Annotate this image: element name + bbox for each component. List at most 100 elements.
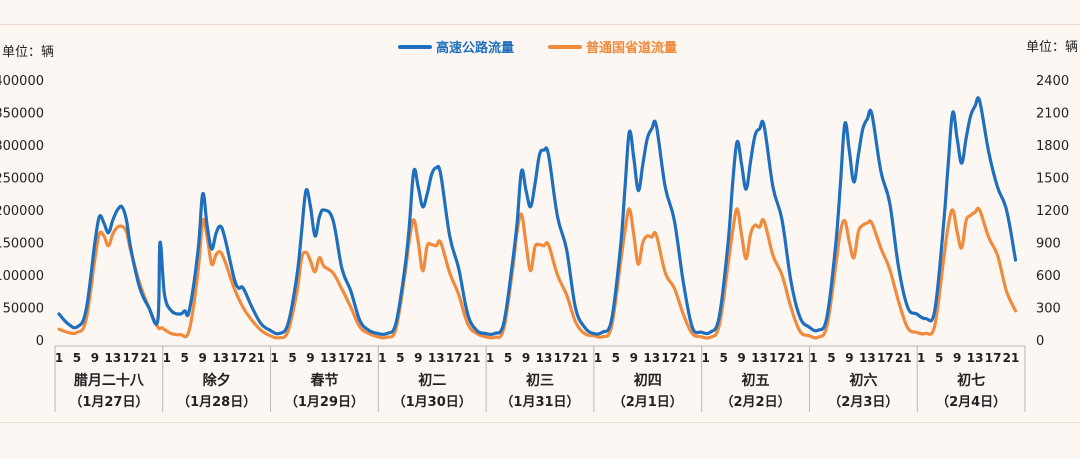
hour-tick-label: 13 [428,351,445,365]
left-tick-label: 300000 [0,139,44,154]
label-layer: 单位：辆 单位：辆 0 50000 100000 150000 200000 250000 30… [0,40,1078,410]
hour-tick-label: 21 [356,351,373,365]
series-layer [57,96,1018,340]
hour-tick-label: 1 [163,351,171,365]
hour-tick-label: 9 [630,351,638,365]
right-tick-label: 1800 [1036,139,1069,154]
right-axis-unit: 单位：辆 [1026,40,1078,55]
left-tick-label: 400000 [0,74,44,89]
day-name-label: 春节 [309,372,338,389]
hour-tick-label: 1 [55,351,63,365]
hour-tick-label: 21 [572,351,589,365]
left-tick-label: 50000 [3,302,44,317]
national-road-flow-line [57,206,1018,340]
right-tick-label: 1200 [1036,204,1069,219]
hour-tick-label: 9 [953,351,961,365]
hour-tick-label: 21 [895,351,912,365]
hour-tick-label: 17 [230,351,247,365]
legend-label: 普通国省道流量 [586,40,677,56]
day-name-label: 初二 [418,372,446,389]
right-tick-label: 600 [1036,269,1061,284]
hour-tick-label: 13 [643,351,660,365]
chart-frame [0,24,1080,423]
day-date-label: （1月30日） [393,394,472,410]
right-tick-label: 2400 [1036,74,1069,89]
left-tick-label: 150000 [0,237,44,252]
hour-tick-label: 5 [612,351,620,365]
day-date-label: （2月2日） [721,394,791,410]
hour-tick-label: 1 [378,351,386,365]
hour-tick-label: 21 [140,351,157,365]
day-name-label: 初六 [849,372,877,389]
hour-tick-label: 5 [719,351,727,365]
hour-tick-label: 5 [73,351,81,365]
left-axis-unit: 单位：辆 [2,45,54,60]
left-tick-label: 100000 [0,269,44,284]
hour-tick-label: 13 [320,351,337,365]
hour-tick-label: 5 [181,351,189,365]
hour-tick-label: 17 [661,351,678,365]
hour-tick-label: 13 [536,351,553,365]
hour-tick-label: 17 [338,351,355,365]
hour-tick-label: 13 [751,351,768,365]
hour-tick-label: 13 [212,351,229,365]
right-tick-label: 1500 [1036,172,1069,187]
day-date-label: （2月3日） [828,394,898,410]
hour-tick-label: 13 [859,351,876,365]
hour-tick-label: 17 [769,351,786,365]
day-date-label: （1月31日） [500,394,579,410]
day-date-label: （1月29日） [285,394,364,410]
highway-flow-line [57,96,1018,337]
hour-tick-label: 9 [414,351,422,365]
day-name-label: 初四 [634,372,662,389]
day-name-label: 除夕 [203,372,231,389]
hour-tick-label: 21 [248,351,265,365]
hour-tick-label: 17 [554,351,571,365]
hour-tick-label: 5 [935,351,943,365]
hour-tick-label: 13 [105,351,122,365]
hour-tick-label: 21 [464,351,481,365]
right-tick-label: 300 [1036,302,1061,317]
hour-tick-label: 1 [486,351,494,365]
hour-tick-label: 9 [737,351,745,365]
hour-tick-label: 13 [967,351,984,365]
hour-tick-label: 17 [985,351,1002,365]
day-name-label: 初七 [957,372,985,389]
day-date-label: （1月28日） [177,394,256,410]
hour-tick-label: 21 [787,351,804,365]
day-name-label: 腊月二十八 [74,372,145,389]
day-name-label: 初三 [526,372,554,389]
hour-tick-label: 9 [522,351,530,365]
right-tick-label: 900 [1036,237,1061,252]
hour-tick-label: 5 [288,351,296,365]
left-tick-label: 0 [36,334,44,349]
left-tick-label: 350000 [0,107,44,122]
hour-tick-label: 17 [446,351,463,365]
hour-tick-label: 5 [827,351,835,365]
hour-tick-label: 5 [504,351,512,365]
hour-tick-label: 21 [1003,351,1020,365]
right-tick-label: 0 [1036,334,1044,349]
hour-tick-label: 1 [701,351,709,365]
day-date-label: （2月4日） [936,394,1006,410]
hour-tick-label: 1 [917,351,925,365]
hour-tick-label: 1 [594,351,602,365]
right-tick-label: 2100 [1036,107,1069,122]
left-tick-label: 250000 [0,172,44,187]
hour-tick-label: 21 [679,351,696,365]
hour-tick-label: 17 [877,351,894,365]
hour-tick-label: 9 [91,351,99,365]
hour-tick-label: 17 [123,351,140,365]
hour-tick-label: 1 [809,351,817,365]
hour-tick-label: 5 [396,351,404,365]
day-date-label: （1月27日） [69,394,148,410]
hour-tick-label: 9 [845,351,853,365]
left-tick-label: 200000 [0,204,44,219]
day-date-label: （2月1日） [613,394,683,410]
axes-layer [54,345,1026,412]
hour-tick-label: 9 [199,351,207,365]
day-name-label: 初五 [742,372,770,389]
hour-tick-label: 1 [270,351,278,365]
